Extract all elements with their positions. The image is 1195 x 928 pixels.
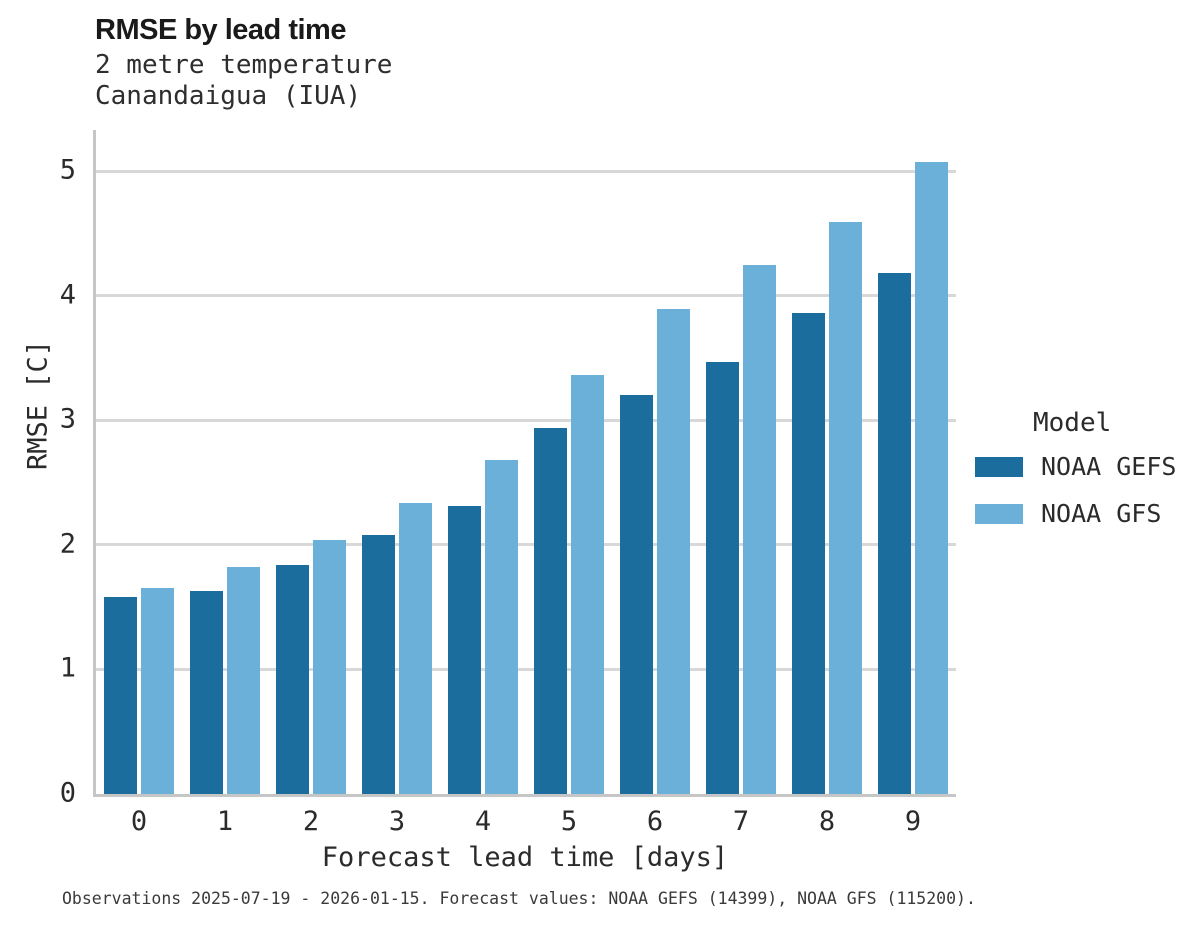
bar-group-day-4 — [440, 130, 526, 794]
bar-group-day-9 — [870, 130, 956, 794]
subtitle-variable: 2 metre temperature — [95, 50, 393, 80]
legend: Model NOAA GEFS NOAA GFS — [975, 408, 1195, 546]
y-tick-label-5: 5 — [59, 154, 76, 186]
legend-label: NOAA GFS — [1041, 499, 1162, 528]
y-tick-label-2: 2 — [59, 528, 76, 560]
x-tick-label-3: 3 — [388, 806, 406, 837]
bar-noaa-gfs-day-4 — [485, 460, 518, 794]
bar-noaa-gefs-day-2 — [276, 564, 309, 794]
bar-noaa-gefs-day-7 — [706, 361, 739, 794]
bar-group-day-2 — [268, 130, 354, 794]
y-tick-label-1: 1 — [59, 652, 76, 684]
x-tick-label-5: 5 — [560, 806, 578, 837]
legend-item-noaa-gfs: NOAA GFS — [975, 499, 1195, 528]
bar-noaa-gfs-day-1 — [227, 567, 260, 794]
bar-noaa-gfs-day-3 — [399, 502, 432, 794]
x-tick-label-6: 6 — [646, 806, 664, 837]
x-tick-label-2: 2 — [302, 806, 320, 837]
plot-area — [93, 130, 956, 797]
gridline-y3 — [96, 418, 956, 422]
legend-items: NOAA GEFS NOAA GFS — [975, 452, 1195, 528]
y-tick-label-4: 4 — [59, 279, 76, 311]
bar-group-day-6 — [612, 130, 698, 794]
bar-noaa-gefs-day-0 — [104, 597, 137, 794]
x-tick-label-7: 7 — [732, 806, 750, 837]
legend-swatch — [975, 503, 1023, 524]
x-axis-title: Forecast lead time [days] — [321, 842, 729, 873]
bar-noaa-gefs-day-1 — [190, 590, 223, 794]
x-tick-label-9: 9 — [904, 806, 922, 837]
x-tick-label-4: 4 — [474, 806, 492, 837]
bar-group-day-1 — [182, 130, 268, 794]
subtitle-station: Canandaigua (IUA) — [95, 81, 362, 111]
y-tick-label-3: 3 — [59, 403, 76, 435]
x-tick-label-8: 8 — [818, 806, 836, 837]
gridline-y1 — [96, 667, 956, 671]
bar-group-day-7 — [698, 130, 784, 794]
bar-noaa-gfs-day-6 — [657, 309, 690, 794]
bar-noaa-gefs-day-9 — [878, 273, 911, 794]
gridline-y2 — [96, 543, 956, 547]
y-tick-label-0: 0 — [59, 777, 76, 809]
chart-subtitle: 2 metre temperature Canandaigua (IUA) — [95, 50, 392, 112]
gridline-y5 — [96, 169, 956, 173]
bar-noaa-gefs-day-5 — [534, 427, 567, 794]
bar-noaa-gefs-day-6 — [620, 395, 653, 794]
bar-noaa-gefs-day-8 — [792, 313, 825, 794]
bar-group-day-8 — [784, 130, 870, 794]
legend-label: NOAA GEFS — [1041, 452, 1177, 481]
bar-group-day-5 — [526, 130, 612, 794]
bar-group-day-0 — [96, 130, 182, 794]
bar-noaa-gefs-day-4 — [448, 506, 481, 794]
bar-noaa-gfs-day-7 — [743, 264, 776, 794]
gridline-y4 — [96, 294, 956, 298]
bar-group-day-3 — [354, 130, 440, 794]
bar-noaa-gfs-day-9 — [915, 162, 948, 794]
footer-note: Observations 2025-07-19 - 2026-01-15. Fo… — [62, 889, 976, 908]
x-tick-label-1: 1 — [216, 806, 234, 837]
legend-item-noaa-gefs: NOAA GEFS — [975, 452, 1195, 481]
legend-title: Model — [1033, 408, 1112, 438]
bar-noaa-gfs-day-5 — [571, 375, 604, 794]
legend-swatch — [975, 456, 1023, 477]
bar-noaa-gfs-day-8 — [829, 222, 862, 794]
bar-noaa-gefs-day-3 — [362, 534, 395, 794]
x-tick-label-0: 0 — [130, 806, 148, 837]
bar-noaa-gfs-day-0 — [141, 588, 174, 794]
chart-title: RMSE by lead time — [95, 14, 346, 46]
bar-noaa-gfs-day-2 — [313, 539, 346, 794]
